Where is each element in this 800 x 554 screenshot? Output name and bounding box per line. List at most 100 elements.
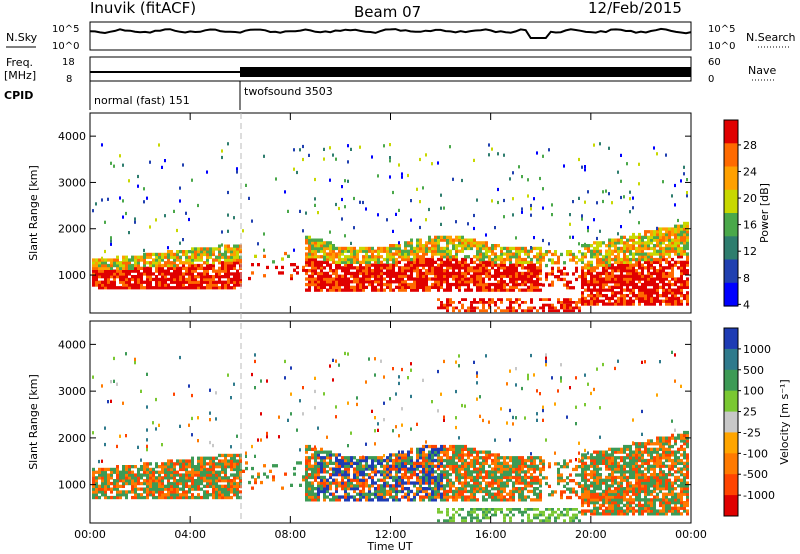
- echo-cell: [116, 382, 118, 386]
- echo-cell: [587, 271, 590, 276]
- echo-cell: [683, 282, 686, 287]
- echo-cell: [509, 246, 512, 251]
- echo-cell: [686, 296, 689, 301]
- echo-cell: [185, 280, 188, 284]
- echo-cell: [239, 490, 242, 494]
- echo-cell: [161, 479, 164, 483]
- echo-cell: [218, 479, 221, 483]
- echo-cell: [149, 286, 152, 290]
- echo-cell: [320, 475, 323, 480]
- echo-cell: [134, 493, 137, 497]
- echo-cell: [425, 495, 428, 499]
- echo-cell: [212, 252, 215, 257]
- echo-cell: [218, 470, 221, 474]
- echo-cell: [587, 260, 590, 264]
- echo-cell: [590, 291, 593, 295]
- echo-cell: [431, 461, 434, 465]
- echo-cell: [167, 465, 170, 469]
- echo-cell: [470, 266, 473, 270]
- echo-cell: [362, 470, 365, 474]
- echo-cell: [509, 274, 512, 278]
- echo-cell: [440, 495, 443, 499]
- echo-cell: [224, 272, 227, 276]
- echo-cell: [95, 261, 98, 265]
- echo-cell: [644, 282, 647, 287]
- echo-cell: [464, 280, 467, 284]
- echo-cell: [125, 493, 128, 497]
- echo-cell: [146, 476, 149, 480]
- echo-cell: [101, 459, 103, 463]
- echo-cell: [461, 280, 464, 284]
- echo-cell: [680, 230, 683, 234]
- echo-cell: [311, 266, 314, 270]
- echo-cell: [188, 250, 191, 254]
- echo-cell: [503, 470, 506, 474]
- echo-cell: [188, 272, 191, 276]
- echo-cell: [410, 260, 413, 264]
- echo-cell: [488, 464, 491, 468]
- echo-cell: [353, 456, 356, 460]
- echo-cell: [491, 260, 494, 264]
- echo-cell: [575, 303, 578, 307]
- echo-cell: [347, 269, 350, 273]
- echo-cell: [203, 484, 206, 488]
- echo-cell: [227, 272, 230, 276]
- echo-cell: [476, 478, 479, 482]
- echo-cell: [347, 401, 349, 405]
- echo-cell: [173, 490, 176, 494]
- echo-cell: [464, 475, 467, 480]
- echo-cell: [146, 405, 148, 409]
- echo-cell: [494, 303, 497, 307]
- echo-cell: [113, 275, 116, 279]
- echo-cell: [419, 241, 422, 245]
- echo-cell: [392, 429, 394, 433]
- echo-cell: [683, 172, 685, 176]
- echo-cell: [353, 260, 356, 264]
- echo-cell: [401, 487, 404, 491]
- echo-cell: [659, 244, 662, 248]
- echo-cell: [455, 235, 458, 239]
- echo-cell: [353, 274, 356, 278]
- echo-cell: [398, 163, 400, 167]
- echo-cell: [197, 416, 199, 420]
- echo-cell: [569, 306, 572, 310]
- echo-cell: [500, 298, 503, 301]
- echo-cell: [389, 470, 392, 474]
- echo-cell: [500, 498, 503, 502]
- echo-cell: [476, 484, 479, 488]
- echo-cell: [452, 238, 455, 242]
- echo-cell: [314, 450, 317, 454]
- echo-cell: [335, 456, 338, 460]
- echo-cell: [527, 274, 530, 278]
- echo-cell: [224, 465, 227, 469]
- echo-cell: [638, 277, 641, 281]
- echo-cell: [461, 244, 464, 248]
- echo-cell: [536, 508, 539, 511]
- freq-tick-bottom: 8: [66, 74, 72, 85]
- echo-cell: [593, 274, 596, 278]
- date-title: 12/Feb/2015: [588, 0, 682, 17]
- echo-cell: [611, 266, 614, 270]
- echo-cell: [362, 277, 365, 281]
- echo-cell: [446, 461, 449, 465]
- echo-cell: [425, 285, 428, 289]
- echo-cell: [632, 252, 635, 256]
- echo-cell: [110, 161, 112, 165]
- echo-cell: [443, 495, 446, 499]
- echo-cell: [425, 453, 428, 457]
- echo-cell: [332, 260, 335, 264]
- echo-cell: [686, 178, 688, 182]
- echo-cell: [104, 269, 107, 273]
- echo-cell: [542, 283, 545, 287]
- echo-cell: [383, 473, 386, 477]
- echo-cell: [362, 473, 365, 477]
- echo-cell: [644, 260, 647, 264]
- echo-cell: [101, 272, 104, 276]
- echo-cell: [464, 464, 467, 468]
- echo-cell: [620, 296, 623, 301]
- echo-cell: [182, 238, 184, 242]
- echo-cell: [167, 272, 170, 276]
- echo-cell: [617, 274, 620, 278]
- echo-cell: [368, 257, 371, 262]
- echo-cell: [227, 495, 230, 500]
